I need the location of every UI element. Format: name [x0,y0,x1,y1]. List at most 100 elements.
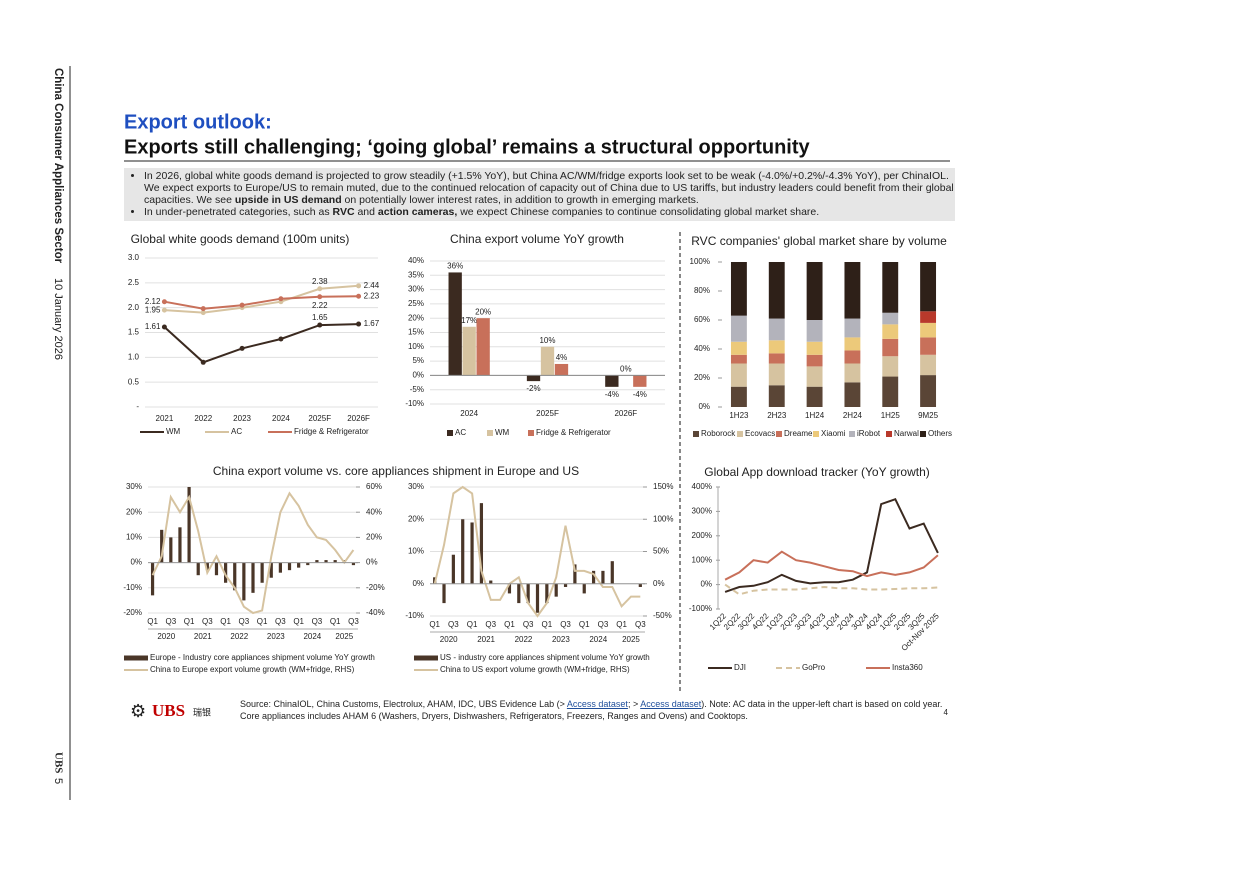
y-tick-label: -20% [123,608,142,617]
bar [601,570,605,584]
bar [610,561,614,584]
data-label: 2.44 [364,281,380,290]
x-group-label: 2020 [157,632,175,641]
bar [442,583,446,604]
bar [278,562,282,573]
bar [351,562,356,566]
legend-label: AC [231,427,242,436]
bar [169,537,173,563]
bar [476,318,490,376]
legend-label: Europe - Industry core appliances shipme… [150,653,375,662]
legend-swatch [737,431,743,437]
x-tick-label: 2021 [156,414,174,423]
x-tick-label: Q1 [330,617,341,626]
y-tick-label: 30% [408,285,424,294]
legend-label: Fridge & Refrigerator [294,427,369,436]
data-label: 1.61 [145,322,161,331]
chart-title: China export volume vs. core appliances … [213,464,579,478]
bar [269,562,273,578]
bar [507,583,512,594]
data-label: 1.67 [364,319,380,328]
y-tick-label: -10% [123,583,142,592]
bar [470,522,474,584]
bar [242,562,246,601]
bar-segment [882,376,899,407]
x-group-label: 2022 [515,635,533,644]
line-series [724,497,939,593]
legend-swatch [693,431,699,437]
bar-segment [920,322,937,338]
data-label: -2% [526,384,540,393]
legend-label: DJI [734,663,746,672]
bar-segment [844,262,861,319]
point [278,296,284,302]
y-tick-label: 300% [692,507,712,516]
y-tick-label: 20% [126,507,142,516]
bar [178,527,182,563]
y-tick-label: 0% [412,371,424,380]
x-tick-label: Q1 [293,617,304,626]
sidebar-page: 5 [52,778,64,784]
bar-segment [806,354,823,367]
y-tick-label: 10% [408,547,424,556]
bar [535,583,540,613]
data-label: 10% [539,336,555,345]
footer-logo-cn: 瑞银 [193,706,211,717]
bar-segment [768,353,785,364]
x-tick-label: Q3 [312,617,323,626]
y-tick-label: 0.5 [128,377,140,386]
bar [448,272,462,376]
x-tick-label: 2022 [194,414,212,423]
bar-segment [920,337,937,355]
bar-segment [920,354,937,376]
source-text: Source: ChinaIOL, China Customs, Electro… [240,699,567,709]
x-group-label: 2023 [267,632,285,641]
y-tick-label: 100% [653,514,673,523]
bar-segment [844,350,861,364]
x-tick-label: 2024 [272,414,290,423]
point [239,345,245,351]
point [200,310,206,316]
y-tick-label: -100% [689,604,712,613]
bar [224,562,228,583]
y-tick-label: 20% [408,313,424,322]
bar-segment [730,386,747,407]
dataset-link[interactable]: Access dataset [566,699,628,709]
bar-segment [920,375,937,407]
point [161,324,167,330]
x-tick-label: 2023 [233,414,251,423]
y-tick-label: 30% [408,482,424,491]
y-tick-label: 0% [700,580,712,589]
legend-swatch [920,431,926,437]
bar [638,583,642,587]
bar [573,564,577,584]
point [239,302,245,308]
bar-segment [730,354,747,364]
x-tick-label: Q1 [616,620,627,629]
y-tick-label: - [136,402,139,411]
chart-title: Global white goods demand (100m units) [131,232,350,246]
y-tick-label: 80% [694,286,710,295]
bar-segment [730,363,747,387]
data-label: 2.12 [145,297,161,306]
legend-swatch [776,431,782,437]
y-tick-label: 0% [653,579,665,588]
bar [196,562,200,576]
y-tick-label: 2.5 [128,278,140,287]
bar [233,562,237,591]
dataset-link[interactable]: Access dataset [640,699,702,709]
bar [315,560,319,563]
chart-title: RVC companies' global market share by vo… [691,234,947,248]
sidebar-logo: UBS [52,752,64,773]
source-text: ). Note: AC data in the upper-left chart… [240,699,943,721]
legend-label: Fridge & Refrigerator [536,428,611,437]
y-tick-label: 2.0 [128,303,140,312]
x-tick-label: 2H24 [843,411,863,420]
x-tick-label: Q1 [220,617,231,626]
x-tick-label: Q1 [429,620,440,629]
bar-segment [768,340,785,354]
y-tick-label: 20% [694,373,710,382]
bar [563,583,568,587]
y-tick-label: 100% [690,257,710,266]
